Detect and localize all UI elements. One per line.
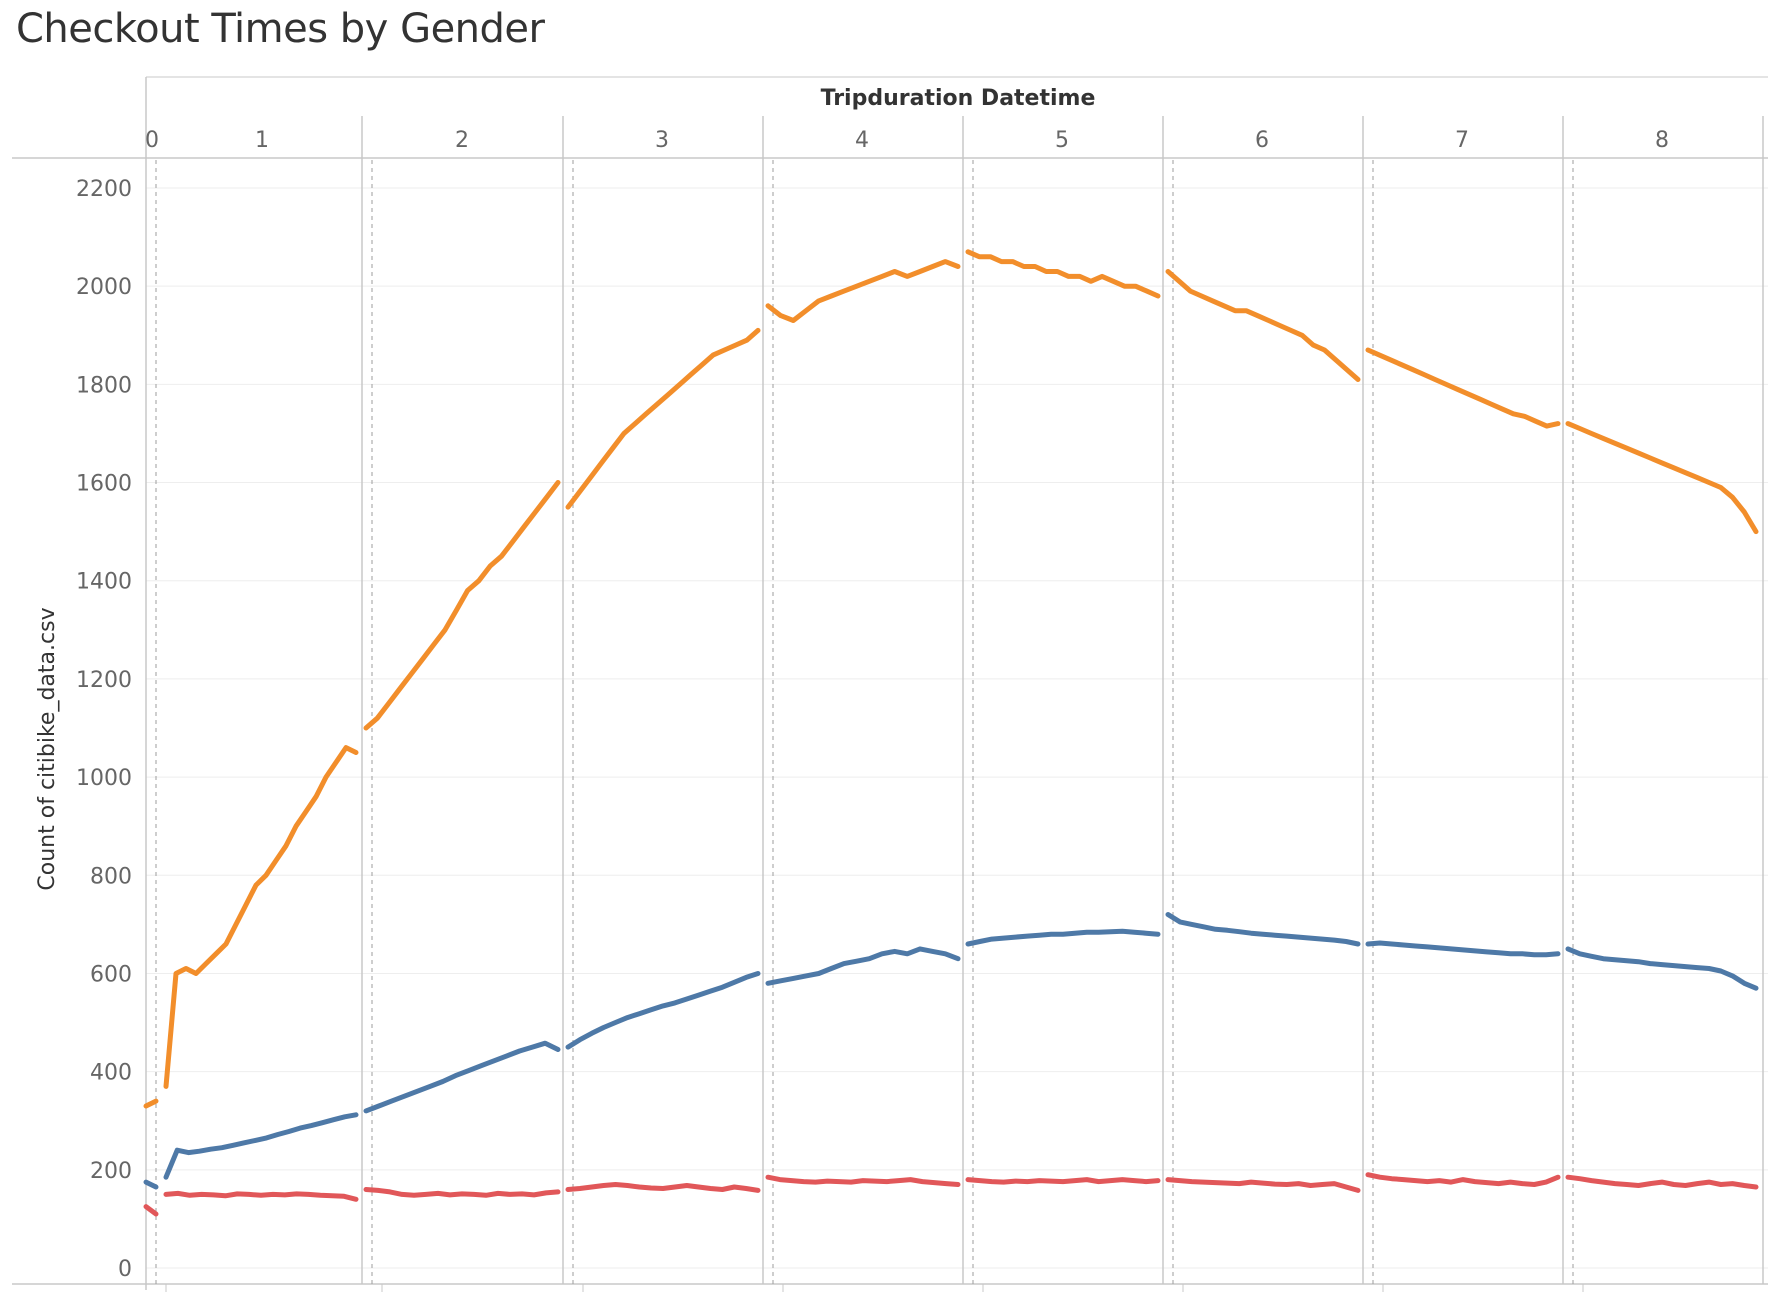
series-line: [143, 1204, 159, 1217]
series-line: [143, 1179, 159, 1190]
panel-header-label: 3: [655, 128, 669, 153]
series-line: [143, 1098, 159, 1109]
panel-header-label: 0: [145, 128, 159, 153]
panel-header-label: 5: [1055, 128, 1069, 153]
y-tick-label: 1600: [76, 472, 132, 497]
y-tick-label: 1200: [76, 668, 132, 693]
y-tick-label: 800: [90, 864, 132, 889]
series-line: [565, 971, 761, 1050]
x-axis-title: Tripduration Datetime: [821, 86, 1096, 111]
frame-layer: [12, 76, 1768, 1292]
y-tick-label: 1400: [76, 570, 132, 595]
series-line: [1565, 946, 1759, 991]
series-line: [163, 745, 359, 1089]
series-line: [965, 928, 1161, 947]
series-line: [1165, 269, 1361, 382]
y-tick-label: 2200: [76, 177, 132, 202]
series-line: [565, 327, 761, 510]
y-tick-label: 400: [90, 1061, 132, 1086]
series-line: [765, 1174, 961, 1187]
y-axis-title: Count of citibike_data.csv: [35, 607, 60, 890]
series-line: [1165, 912, 1361, 947]
label-layer: 0 200 400 600 800 1000 1200 1400 1600 1800 2000 220…: [76, 128, 1669, 1282]
chart-title: Checkout Times by Gender: [16, 6, 545, 52]
series-line: [363, 1187, 561, 1198]
series-line: [1165, 1177, 1361, 1193]
series-line: [1565, 421, 1759, 535]
series-line: [965, 249, 1161, 299]
series-line: [965, 1177, 1161, 1185]
panel-header-label: 7: [1455, 128, 1469, 153]
series-line: [1565, 1174, 1759, 1190]
y-tick-label: 600: [90, 962, 132, 987]
series-layer: [143, 249, 1759, 1217]
panel-header-label: 8: [1655, 128, 1669, 153]
y-tick-label: 1000: [76, 766, 132, 791]
y-tick-label: 1800: [76, 373, 132, 398]
y-tick-label: 200: [90, 1159, 132, 1184]
y-tick-label: 0: [118, 1257, 132, 1282]
series-line: [363, 1040, 561, 1114]
panel-header-label: 1: [255, 128, 269, 153]
series-line: [1365, 347, 1561, 429]
series-line: [565, 1182, 761, 1193]
series-line: [163, 1112, 359, 1180]
series-line: [765, 259, 961, 323]
series-line: [765, 946, 961, 986]
series-line: [1365, 1172, 1561, 1187]
series-line: [1365, 940, 1561, 958]
grid-layer: [146, 187, 1768, 1269]
series-line: [363, 480, 561, 731]
panel-header-label: 6: [1255, 128, 1269, 153]
series-line: [163, 1190, 359, 1202]
panel-header-label: 2: [455, 128, 469, 153]
panel-header-label: 4: [855, 128, 869, 153]
y-tick-label: 2000: [76, 275, 132, 300]
